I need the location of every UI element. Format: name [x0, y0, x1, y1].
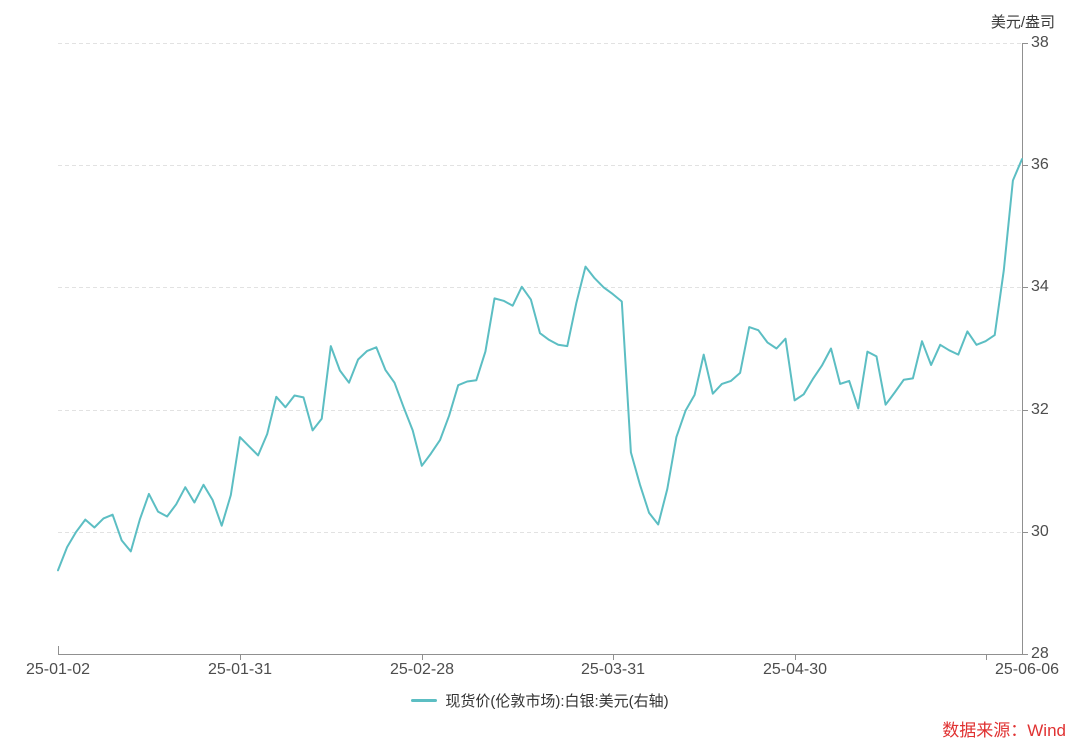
- legend-item-spot-price[interactable]: 现货价(伦敦市场):白银:美元(右轴): [411, 690, 669, 711]
- x-tick-label-jun06: 25-06-06: [994, 661, 1060, 678]
- legend: 现货价(伦敦市场):白银:美元(右轴): [0, 690, 1080, 711]
- x-tick-label-mar31: 25-03-31: [580, 661, 646, 678]
- y-axis-unit-label: 美元/盎司: [990, 14, 1055, 31]
- y-tick-label-38: 38: [1031, 34, 1049, 51]
- x-tick-label-jan02: 25-01-02: [25, 661, 91, 678]
- x-tick-label-jan31: 25-01-31: [207, 661, 273, 678]
- y-tick-label-32: 32: [1031, 401, 1049, 418]
- legend-series-label: 现货价(伦敦市场):白银:美元(右轴): [445, 693, 669, 710]
- y-tick-label-36: 36: [1031, 156, 1049, 173]
- y-tick-label-30: 30: [1031, 523, 1049, 540]
- x-tick-label-feb28: 25-02-28: [389, 661, 455, 678]
- x-tick-label-apr30: 25-04-30: [762, 661, 828, 678]
- y-tick-label-28: 28: [1031, 645, 1049, 662]
- y-tick-label-34: 34: [1031, 278, 1049, 295]
- data-source-label: 数据来源：Wind: [942, 721, 1066, 740]
- legend-line-marker: [411, 699, 438, 702]
